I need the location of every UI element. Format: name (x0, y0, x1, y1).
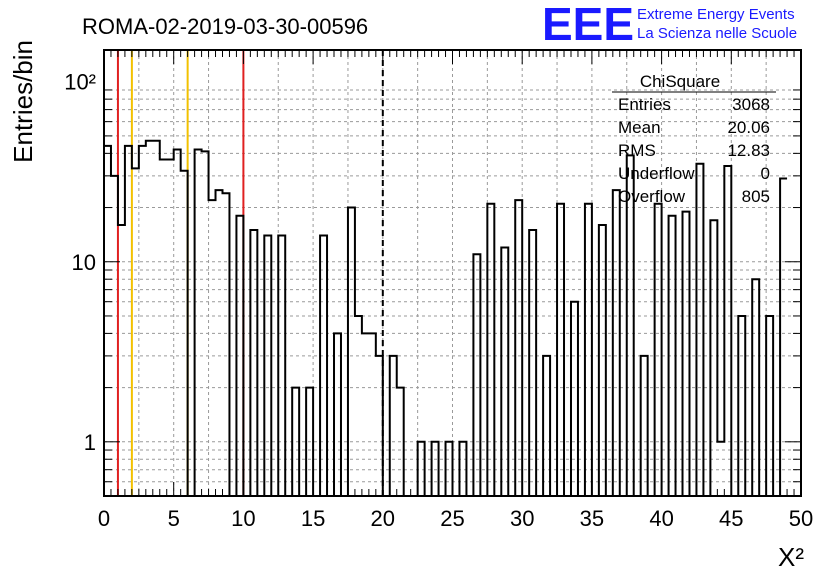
x-tick-label: 5 (168, 506, 180, 531)
histogram-bin (118, 225, 125, 496)
histogram-bin (174, 150, 181, 496)
stats-row-label: RMS (618, 141, 656, 160)
stats-row-value: 805 (742, 187, 770, 206)
histogram-series (104, 139, 788, 497)
stats-row-value: 0 (761, 164, 770, 183)
x-tick-label: 10 (231, 506, 255, 531)
histogram-bin (696, 164, 703, 496)
y-axis-title: Entries/bin (8, 40, 38, 163)
histogram-bin (501, 247, 508, 496)
histogram-bin (627, 155, 634, 496)
eee-logo-line2: La Scienza nelle Scuole (637, 25, 797, 42)
histogram-bin (724, 166, 731, 496)
x-axis-ticks: 0 5 10 15 20 25 30 35 40 45 50 (98, 50, 813, 531)
stats-row-value: 3068 (732, 95, 770, 114)
x-tick-label: 50 (789, 506, 813, 531)
stats-box: ChiSquare Entries 3068 Mean 20.06 RMS 12.83 Un… (612, 72, 776, 206)
x-tick-label: 20 (371, 506, 395, 531)
y-tick-label: 10² (64, 70, 96, 95)
histogram-bin (209, 200, 216, 496)
x-tick-label: 15 (301, 506, 325, 531)
y-tick-label: 1 (84, 430, 96, 455)
histogram-bin (202, 151, 209, 496)
histogram-bin (376, 356, 383, 496)
histogram-bin (222, 193, 229, 496)
histogram-bin (655, 204, 662, 496)
x-tick-label: 40 (649, 506, 673, 531)
histogram-bin (167, 159, 174, 496)
histogram-bin (355, 316, 362, 496)
eee-logo-mark: EEE (542, 0, 634, 50)
histogram-bin (334, 333, 341, 496)
eee-logo-line1: Extreme Energy Events (637, 6, 795, 23)
histogram-bin (599, 225, 606, 496)
stats-row-value: 12.83 (727, 141, 770, 160)
histogram-bin (390, 356, 397, 496)
histogram-outline (104, 139, 788, 497)
x-tick-label: 30 (510, 506, 534, 531)
histogram-bin (153, 141, 160, 496)
histogram-bin (641, 356, 648, 496)
x-tick-label: 45 (719, 506, 743, 531)
histogram-bin (766, 316, 773, 496)
histogram-bin (125, 146, 132, 496)
x-tick-label: 25 (440, 506, 464, 531)
x-axis-title: X² (778, 542, 804, 572)
histogram-bin (487, 204, 494, 496)
stats-row-value: 20.06 (727, 118, 770, 137)
histogram-bin (139, 146, 146, 496)
histogram-bin (738, 316, 745, 496)
stats-row-label: Underflow (618, 164, 695, 183)
stats-row-label: Mean (618, 118, 661, 137)
x-tick-label: 0 (98, 506, 110, 531)
histogram-bin (132, 168, 139, 496)
histogram-bin (111, 176, 118, 496)
y-axis-ticks: 1 10 10² (64, 70, 801, 497)
histogram-bin (348, 208, 355, 496)
stats-rows: Entries 3068 Mean 20.06 RMS 12.83 Underflow 0 Ov… (618, 95, 770, 206)
stats-row-label: Overflow (618, 187, 686, 206)
histogram-bin (278, 235, 285, 496)
histogram-bin (543, 356, 550, 496)
histogram-bin (780, 178, 787, 496)
histogram-bin (146, 141, 153, 496)
histogram-bin (369, 333, 376, 496)
histogram-bin (320, 235, 327, 496)
eee-logo: EEE Extreme Energy Events La Scienza nel… (542, 0, 797, 50)
histogram-bin (571, 302, 578, 496)
histogram-bin (264, 235, 271, 496)
x-tick-label: 35 (580, 506, 604, 531)
histogram-bin (104, 146, 111, 496)
histogram-bin (195, 150, 202, 496)
histogram-bin (557, 204, 564, 496)
y-tick-label: 10 (72, 250, 96, 275)
histogram-bin (585, 204, 592, 496)
histogram-bin (515, 200, 522, 496)
histogram-bin (160, 159, 167, 496)
histogram-bin (683, 212, 690, 496)
chart-title: ROMA-02-2019-03-30-00596 (82, 14, 368, 39)
stats-row-label: Entries (618, 95, 671, 114)
stats-title: ChiSquare (640, 72, 720, 91)
histogram-bin (362, 333, 369, 496)
